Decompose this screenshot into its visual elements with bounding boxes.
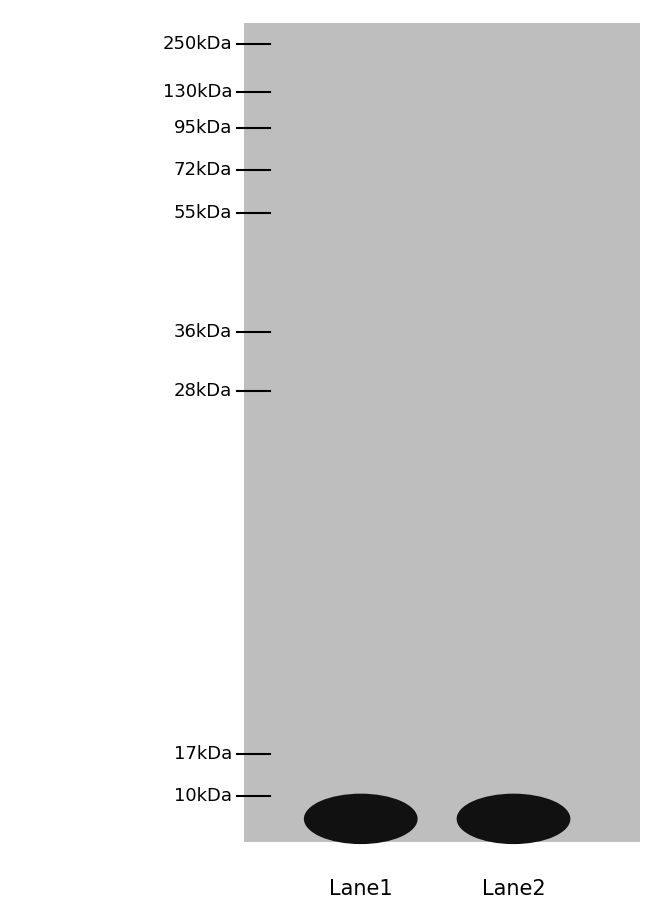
Text: 55kDa: 55kDa	[174, 204, 232, 222]
Text: 28kDa: 28kDa	[174, 381, 232, 400]
Text: Lane2: Lane2	[482, 879, 545, 900]
Ellipse shape	[304, 793, 418, 844]
Bar	[244, 23, 640, 842]
Text: 72kDa: 72kDa	[174, 160, 232, 179]
Text: 95kDa: 95kDa	[174, 119, 232, 138]
Text: 250kDa: 250kDa	[162, 35, 232, 53]
Ellipse shape	[456, 793, 571, 844]
Text: 130kDa: 130kDa	[162, 83, 232, 101]
Text: Lane1: Lane1	[329, 879, 393, 900]
Text: 36kDa: 36kDa	[174, 323, 232, 341]
Text: 10kDa: 10kDa	[174, 787, 232, 805]
Text: 17kDa: 17kDa	[174, 745, 232, 763]
